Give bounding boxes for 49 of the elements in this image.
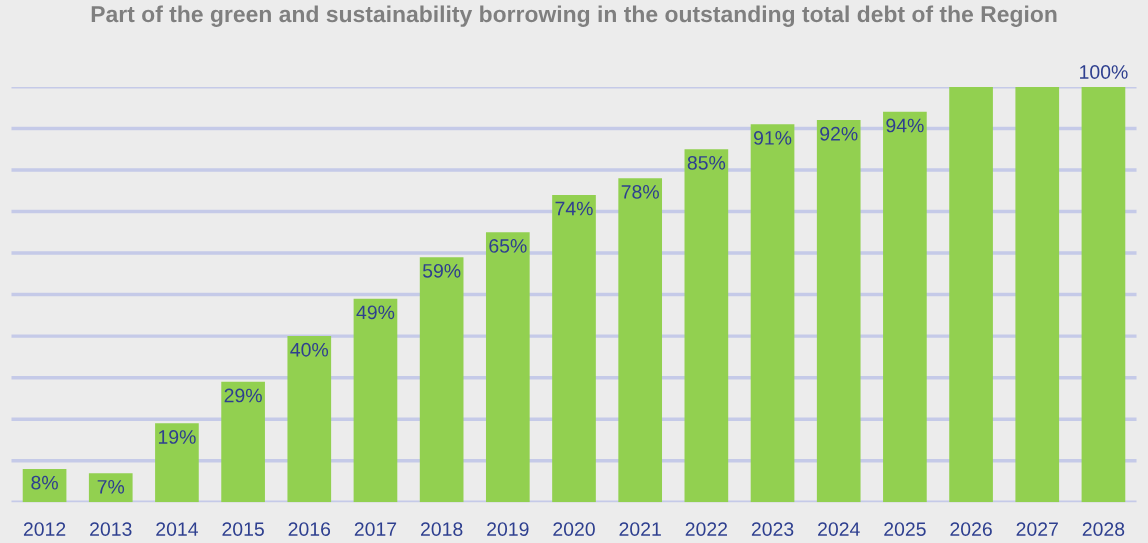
data-label: 92% [820, 126, 858, 141]
bar [618, 178, 663, 503]
bar [684, 149, 729, 503]
x-tick-label: 2025 [884, 522, 926, 536]
x-tick-label: 2024 [818, 522, 860, 536]
bar [883, 111, 927, 503]
data-label: 40% [290, 342, 329, 357]
bar [155, 423, 199, 503]
data-label: 59% [422, 263, 461, 278]
data-label: 85% [687, 155, 726, 170]
bar [287, 336, 332, 503]
chart-title: Part of the green and sustainability borrowing in the outstanding total debt of the Region [91, 5, 1057, 27]
data-label: 78% [621, 185, 659, 199]
x-tick-label: 2023 [751, 522, 794, 536]
data-label: 7% [97, 480, 125, 494]
x-tick-label: 2027 [1016, 522, 1058, 536]
bar [419, 257, 464, 503]
data-label: 49% [356, 305, 395, 320]
bar [552, 194, 596, 503]
data-label: 91% [753, 131, 792, 145]
x-tick-label: 2014 [156, 522, 198, 536]
x-tick-label: 2018 [420, 522, 463, 536]
x-tick-label: 2028 [1082, 522, 1125, 536]
x-tick-label: 2021 [619, 522, 661, 536]
bar [949, 86, 993, 503]
x-tick-label: 2016 [288, 522, 331, 536]
bar [1015, 86, 1060, 503]
bar [1081, 86, 1126, 503]
x-tick-label: 2019 [487, 522, 529, 536]
data-label: 94% [886, 118, 924, 133]
data-label: 100% [1080, 65, 1128, 79]
bar [816, 120, 861, 503]
data-label: 65% [489, 239, 527, 253]
bar [750, 124, 795, 503]
x-tick-label: 2022 [685, 522, 728, 536]
data-label: 19% [158, 430, 196, 444]
data-label: 8% [31, 475, 58, 490]
data-label: 29% [224, 388, 262, 403]
x-tick-label: 2017 [354, 522, 397, 536]
x-tick-label: 2013 [90, 522, 132, 536]
x-tick-label: 2020 [553, 522, 595, 536]
bar [485, 232, 530, 503]
x-tick-label: 2026 [950, 522, 992, 536]
x-tick-label: 2012 [23, 522, 66, 536]
x-tick-label: 2015 [222, 522, 264, 536]
bar [221, 381, 265, 503]
bar [88, 473, 133, 503]
data-label: 74% [555, 201, 593, 216]
bar [353, 298, 398, 503]
